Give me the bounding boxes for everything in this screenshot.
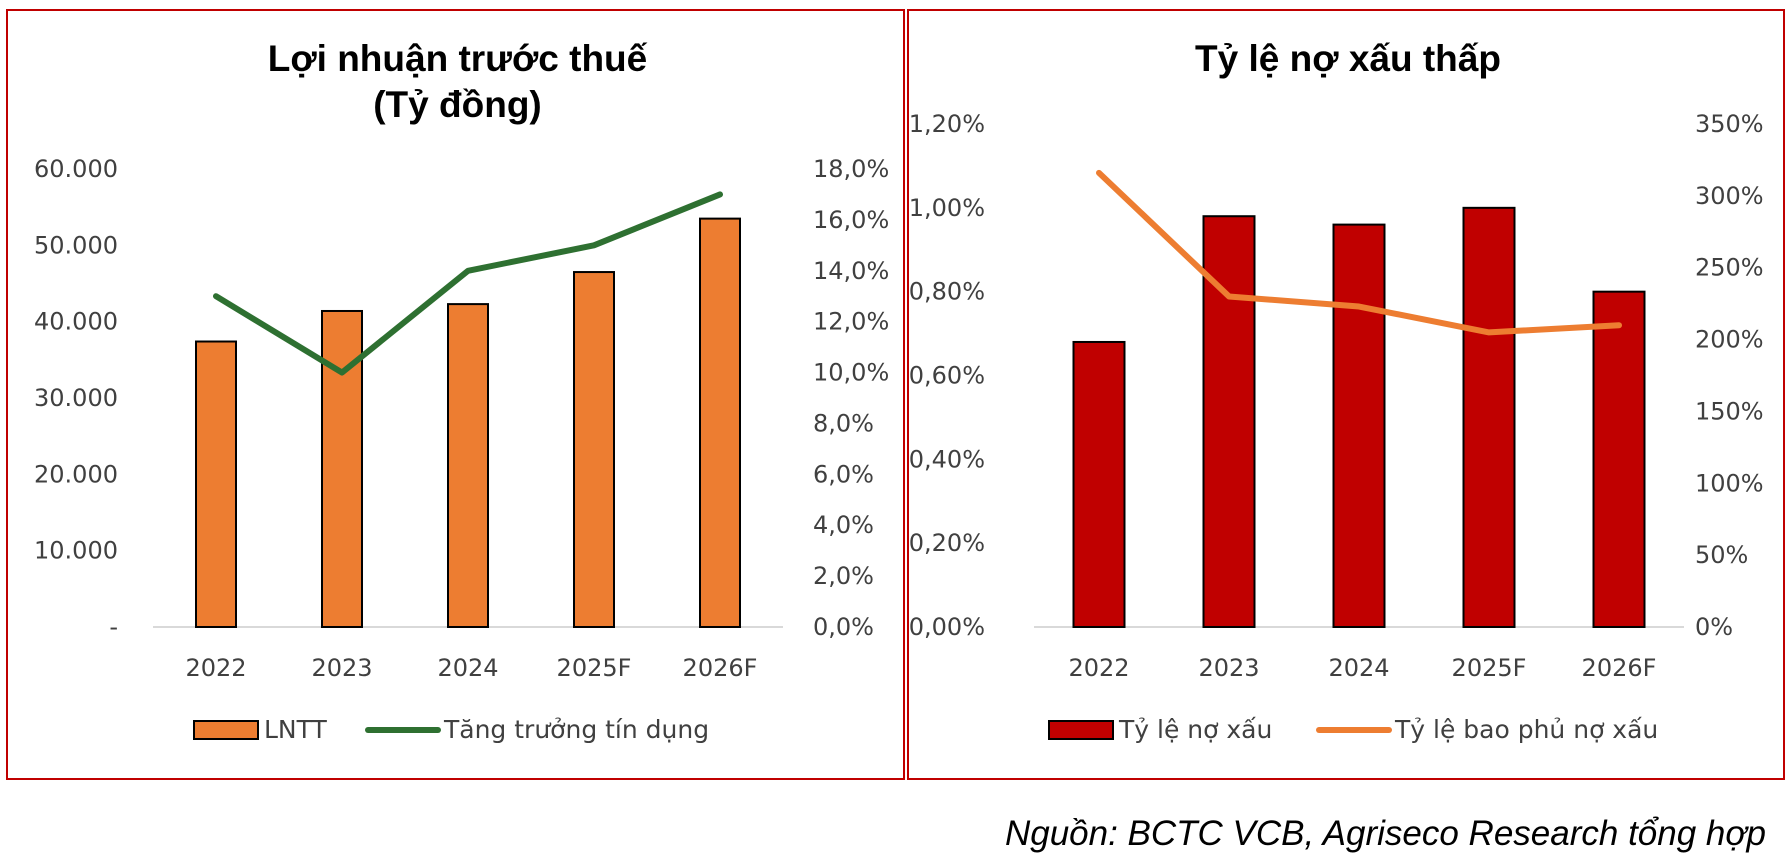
y-right-tick-label: 6,0% <box>813 460 874 488</box>
y-right-tick-label: 300% <box>1695 182 1764 210</box>
x-tick-label: 2023 <box>311 654 372 682</box>
chart-title-line: (Tỷ đồng) <box>373 84 542 125</box>
x-tick-label: 2026F <box>683 654 758 682</box>
y-right-tick-label: 16,0% <box>813 206 889 234</box>
bar <box>195 340 237 628</box>
chart-panel-npl: Tỷ lệ nợ xấu thấp 0,00% 0,20% 0,40% 0,60% 0,8… <box>907 9 1785 780</box>
y-right-tick-label: 2,0% <box>813 562 874 590</box>
y-right-tick-label: 0% <box>1695 613 1733 641</box>
x-tick-label: 2025F <box>557 654 632 682</box>
bar <box>699 217 741 628</box>
x-tick-label: 2022 <box>185 654 246 682</box>
source-note: Nguồn: BCTC VCB, Agriseco Research tổng … <box>1004 814 1766 853</box>
y-left-tick-label: 0,60% <box>909 362 985 390</box>
y-left-tick-label: 10.000 <box>34 537 118 565</box>
y-left-tick-label: 0,40% <box>909 445 985 473</box>
y-right-tick-label: 14,0% <box>813 257 889 285</box>
y-right-tick-label: 250% <box>1695 254 1764 282</box>
y-right-tick-label: 4,0% <box>813 511 874 539</box>
y-left-tick-label: 0,00% <box>909 613 985 641</box>
bar <box>1462 206 1516 628</box>
y-left-tick-label: 1,00% <box>909 194 985 222</box>
legend-label: Tăng trưởng tín dụng <box>443 715 709 744</box>
x-tick-label: 2024 <box>1328 654 1389 682</box>
bar <box>573 271 615 628</box>
y-right-tick-label: 10,0% <box>813 359 889 387</box>
y-left-tick-label: 50.000 <box>34 231 118 259</box>
x-tick-label: 2026F <box>1582 654 1657 682</box>
bar <box>1332 223 1386 628</box>
npl-chart: Tỷ lệ nợ xấu thấp 0,00% 0,20% 0,40% 0,60% 0,8… <box>909 38 1764 744</box>
x-tick-label: 2025F <box>1452 654 1527 682</box>
legend-bar-swatch <box>193 720 259 740</box>
x-tick-label: 2024 <box>437 654 498 682</box>
chart-title-line: Tỷ lệ nợ xấu thấp <box>1195 38 1501 79</box>
y-left-tick-label: 0,20% <box>909 529 985 557</box>
y-right-tick-label: 200% <box>1695 326 1764 354</box>
y-right-tick-label: 50% <box>1695 541 1748 569</box>
legend-label: Tỷ lệ bao phủ nợ xấu <box>1394 715 1658 744</box>
y-left-tick-label: 0,80% <box>909 278 985 306</box>
y-left-tick-label: 1,20% <box>909 110 985 138</box>
bar <box>1072 340 1126 628</box>
chart-title-line: Lợi nhuận trước thuế <box>268 38 648 79</box>
y-right-tick-label: 100% <box>1695 469 1764 497</box>
y-right-tick-label: 350% <box>1695 110 1764 138</box>
x-tick-label: 2023 <box>1198 654 1259 682</box>
y-left-tick-label: 40.000 <box>34 308 118 336</box>
bar <box>1592 290 1646 628</box>
y-left-tick-label: 60.000 <box>34 155 118 183</box>
y-left-tick-label: 20.000 <box>34 460 118 488</box>
y-right-tick-label: 0,0% <box>813 613 874 641</box>
bar <box>1202 215 1256 628</box>
y-right-tick-label: 18,0% <box>813 155 889 183</box>
y-right-tick-label: 150% <box>1695 397 1764 425</box>
bar <box>447 303 489 628</box>
y-right-tick-label: 8,0% <box>813 409 874 437</box>
y-left-tick-label: 30.000 <box>34 384 118 412</box>
chart-panel-profit: Lợi nhuận trước thuế (Tỷ đồng) - 10.000 20.0… <box>6 9 905 780</box>
legend-label: LNTT <box>264 715 327 744</box>
legend-bar-swatch <box>1048 720 1114 740</box>
y-right-tick-label: 12,0% <box>813 308 889 336</box>
y-left-tick-label: - <box>109 613 118 641</box>
x-tick-label: 2022 <box>1068 654 1129 682</box>
legend-label: Tỷ lệ nợ xấu <box>1118 715 1272 744</box>
profit-chart: Lợi nhuận trước thuế (Tỷ đồng) - 10.000 20.0… <box>34 38 889 744</box>
